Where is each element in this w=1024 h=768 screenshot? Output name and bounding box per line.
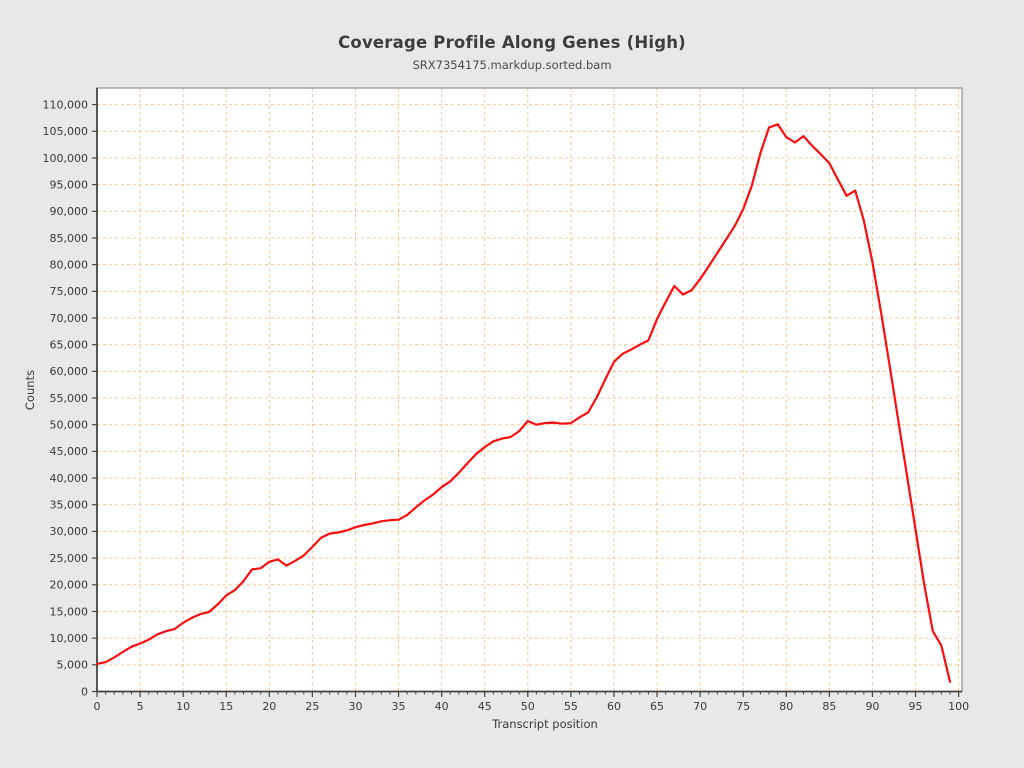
y-tick-label: 15,000 <box>50 605 89 618</box>
x-tick-label: 30 <box>348 700 362 713</box>
y-tick-label: 35,000 <box>50 499 89 512</box>
x-tick-label: 90 <box>865 700 879 713</box>
x-tick-label: 10 <box>176 700 190 713</box>
y-tick-label: 75,000 <box>50 285 89 298</box>
y-tick-label: 90,000 <box>50 205 89 218</box>
x-tick-label: 25 <box>305 700 319 713</box>
x-tick-label: 5 <box>137 700 144 713</box>
y-tick-label: 50,000 <box>50 419 89 432</box>
y-tick-label: 95,000 <box>50 178 89 191</box>
y-tick-label: 30,000 <box>50 525 89 538</box>
y-tick-label: 60,000 <box>50 365 89 378</box>
y-tick-label: 105,000 <box>43 125 89 138</box>
y-tick-label: 5,000 <box>57 659 89 672</box>
x-tick-label: 85 <box>822 700 836 713</box>
x-tick-label: 0 <box>94 700 101 713</box>
x-tick-label: 75 <box>736 700 750 713</box>
y-tick-label: 100,000 <box>43 152 89 165</box>
coverage-series-line <box>95 123 952 683</box>
y-tick-label: 70,000 <box>50 312 89 325</box>
x-tick-label: 95 <box>909 700 923 713</box>
y-tick-label: 10,000 <box>50 632 89 645</box>
x-tick-label: 20 <box>262 700 276 713</box>
x-tick-label: 65 <box>650 700 664 713</box>
x-tick-label: 100 <box>948 700 969 713</box>
y-tick-label: 25,000 <box>50 552 89 565</box>
y-tick-label: 110,000 <box>43 98 89 111</box>
x-axis-title: Transcript position <box>492 717 598 731</box>
x-tick-label: 45 <box>478 700 492 713</box>
y-tick-label: 45,000 <box>50 445 89 458</box>
x-tick-label: 35 <box>392 700 406 713</box>
x-tick-label: 50 <box>521 700 535 713</box>
plot-area <box>97 88 962 692</box>
x-tick-label: 15 <box>219 700 233 713</box>
y-axis-title: Counts <box>23 369 37 411</box>
x-tick-label: 80 <box>779 700 793 713</box>
y-tick-label: 65,000 <box>50 338 89 351</box>
y-tick-label: 55,000 <box>50 392 89 405</box>
x-tick-label: 60 <box>607 700 621 713</box>
y-tick-label: 85,000 <box>50 232 89 245</box>
x-tick-label: 55 <box>564 700 578 713</box>
chart-subtitle: SRX7354175.markdup.sorted.bam <box>412 58 612 72</box>
x-tick-label: 70 <box>693 700 707 713</box>
y-tick-label: 40,000 <box>50 472 89 485</box>
y-tick-label: 20,000 <box>50 579 89 592</box>
y-tick-label: 80,000 <box>50 258 89 271</box>
chart-title: Coverage Profile Along Genes (High) <box>338 33 686 52</box>
x-tick-label: 40 <box>435 700 449 713</box>
y-tick-label: 0 <box>81 685 88 698</box>
